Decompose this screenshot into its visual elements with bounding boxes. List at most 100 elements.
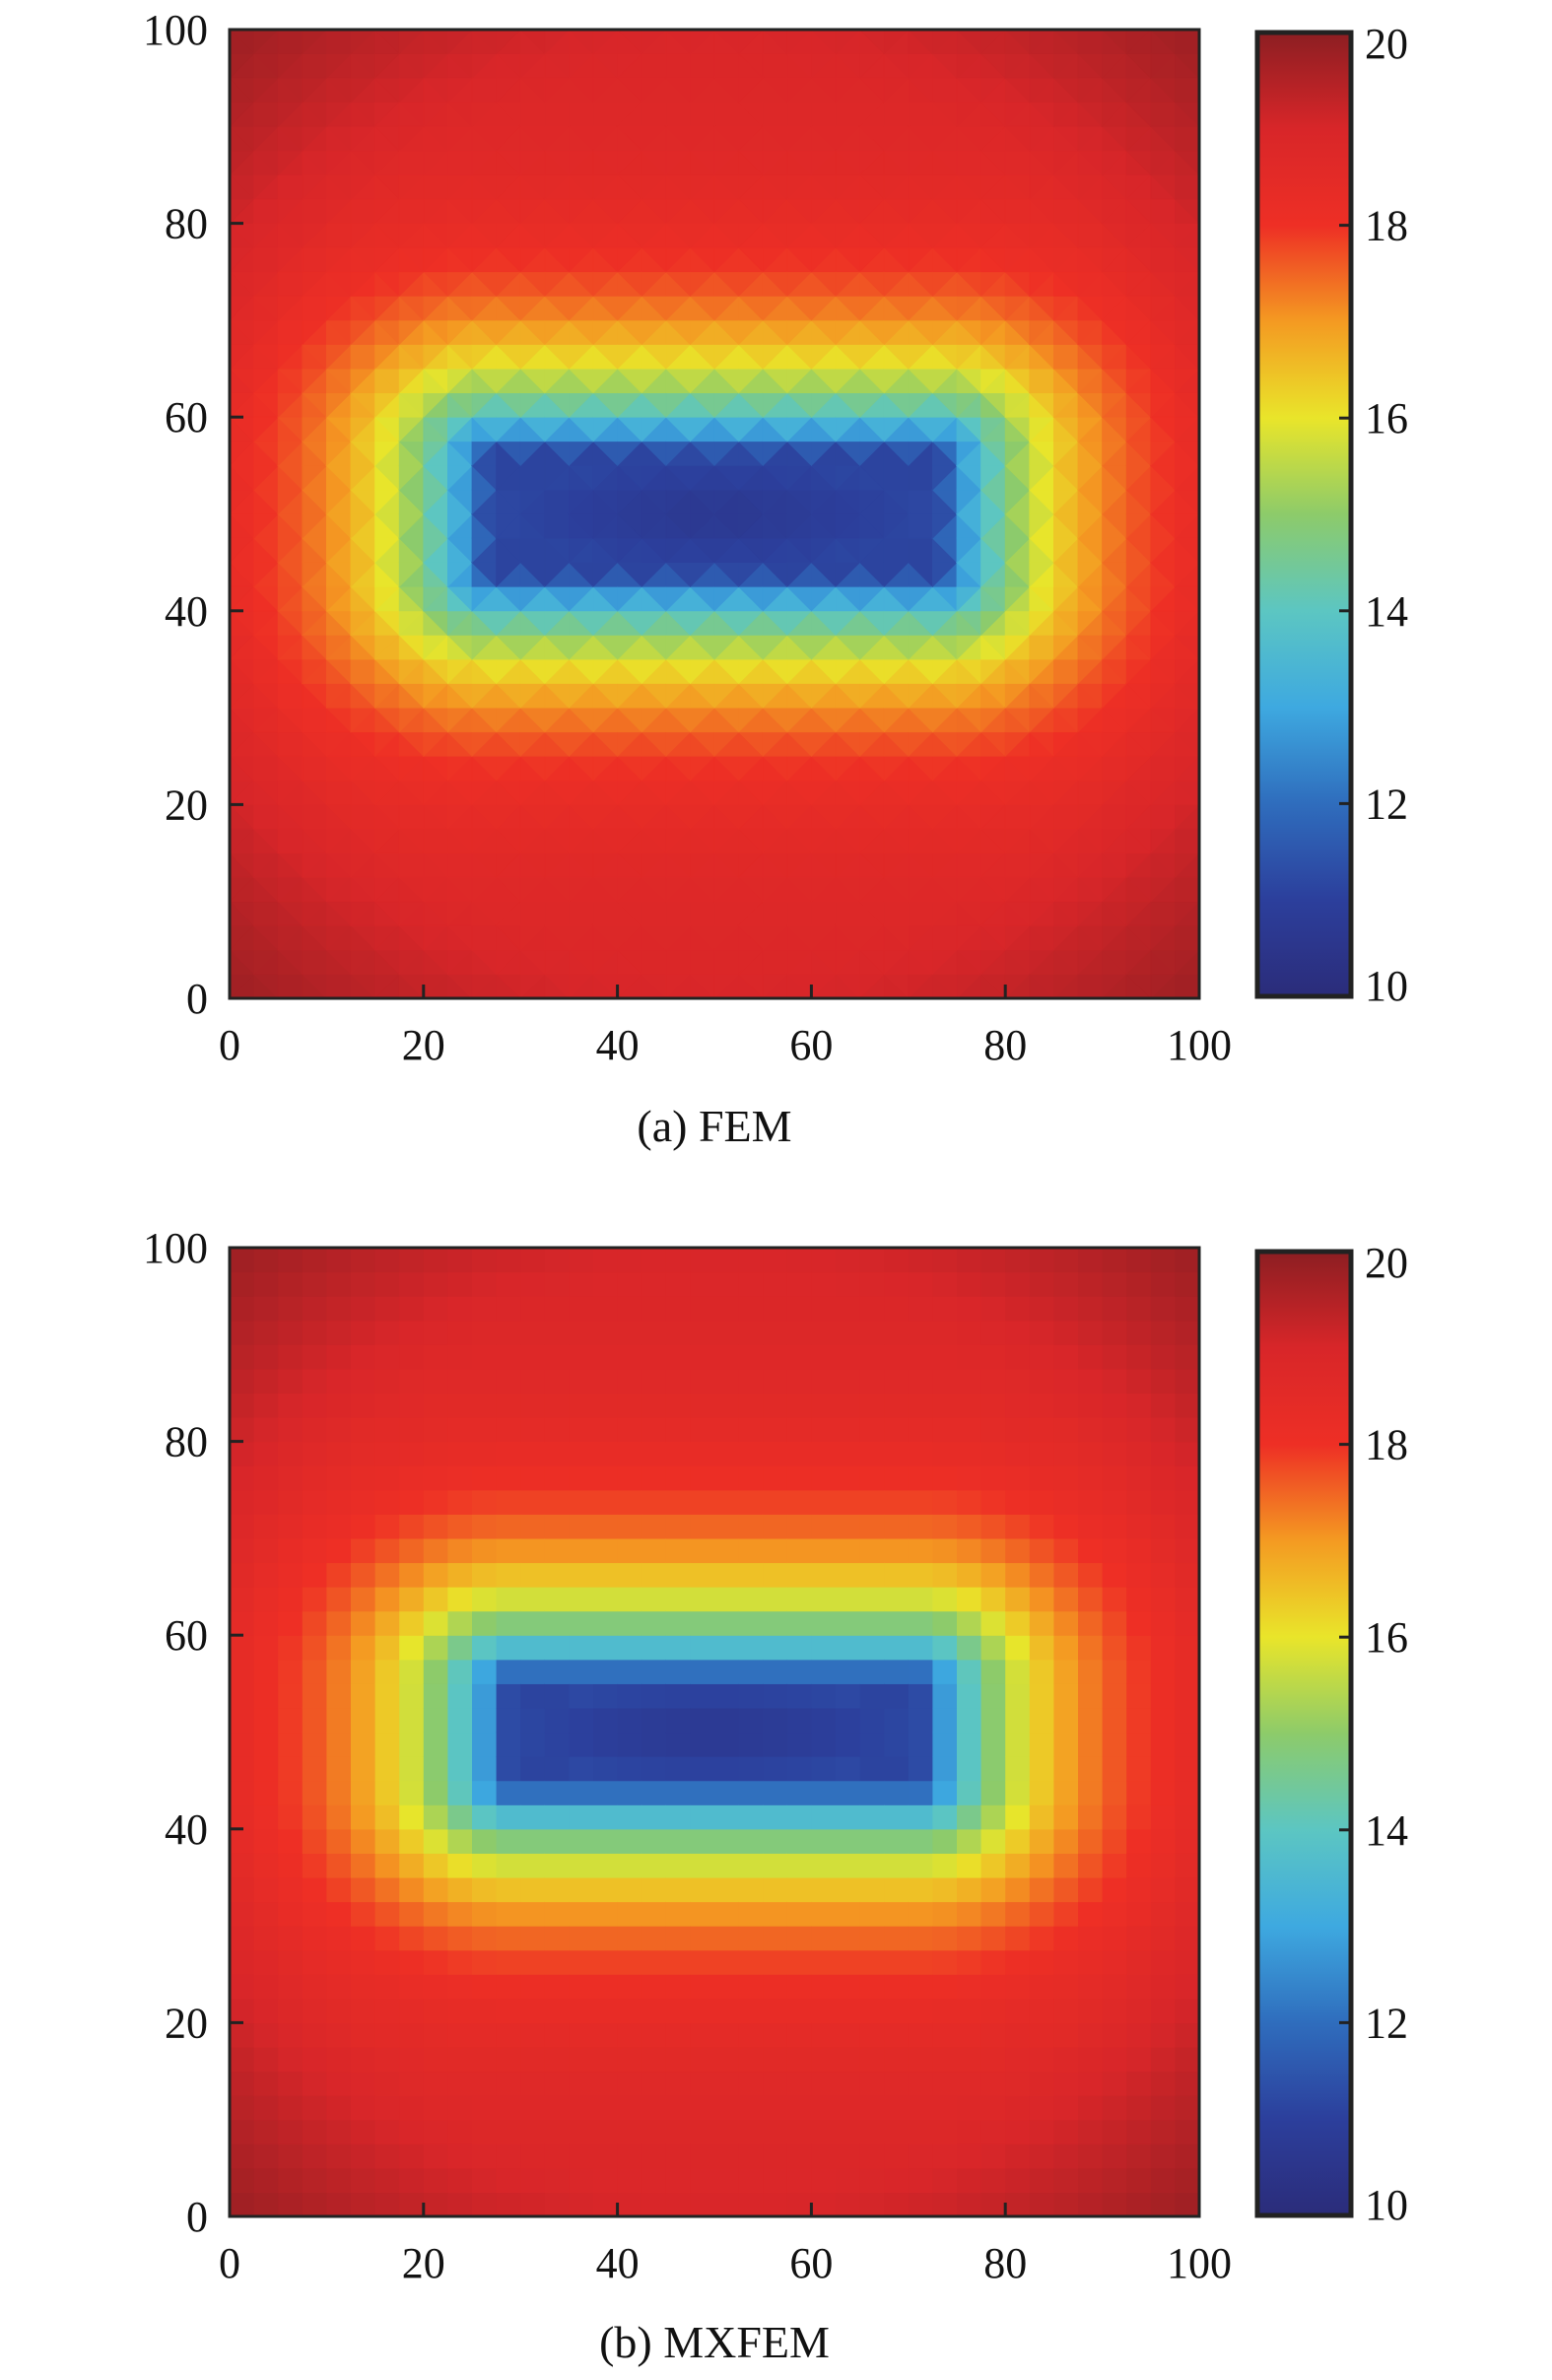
mesh-cell xyxy=(351,1441,376,1466)
mesh-cell xyxy=(544,1296,570,1322)
mesh-cell xyxy=(326,1368,352,1394)
mesh-cell xyxy=(1078,1537,1104,1564)
mesh-cell xyxy=(641,2192,667,2217)
mesh-cell xyxy=(1102,1537,1127,1564)
mesh-cell xyxy=(399,1610,425,1636)
mesh-cell xyxy=(980,1296,1006,1322)
mesh-cell xyxy=(980,1659,1006,1684)
mesh-cell xyxy=(230,1828,255,1854)
mesh-cell xyxy=(1175,1271,1200,1297)
mesh-cell xyxy=(278,1393,304,1418)
mesh-cell xyxy=(738,1828,764,1854)
mesh-cell xyxy=(520,1441,546,1466)
mesh-cell xyxy=(447,1441,473,1466)
mesh-cell xyxy=(641,1441,667,1466)
mesh-cell xyxy=(786,1974,812,2000)
mesh-cell xyxy=(447,2143,473,2169)
mesh-cell xyxy=(326,1926,352,1951)
mesh-cell xyxy=(690,1489,715,1515)
mesh-cell xyxy=(351,1683,376,1709)
mesh-cell xyxy=(423,2071,448,2096)
mesh-cell xyxy=(278,1828,304,1854)
mesh-cell xyxy=(786,2046,812,2073)
mesh-cell xyxy=(1005,1562,1031,1588)
mesh-cell xyxy=(690,1344,715,1370)
mesh-cell xyxy=(617,1804,642,1830)
mesh-cell xyxy=(230,1489,255,1515)
mesh-cell xyxy=(253,1441,279,1466)
x-tick-label: 60 xyxy=(789,1021,833,1069)
mesh-cell xyxy=(738,2167,764,2194)
mesh-cell xyxy=(302,2022,327,2048)
mesh-cell xyxy=(641,1998,667,2024)
mesh-cell xyxy=(399,1344,425,1370)
mesh-cell xyxy=(836,1949,861,1975)
mesh-cell xyxy=(836,2046,861,2073)
mesh-cell xyxy=(302,1393,327,1418)
mesh-cell xyxy=(884,1248,910,1273)
mesh-cell xyxy=(472,1780,498,1805)
mesh-cell xyxy=(1005,2192,1031,2217)
mesh-cell xyxy=(351,1804,376,1830)
mesh-cell xyxy=(714,2192,740,2217)
mesh-cell xyxy=(447,2192,473,2217)
mesh-cell xyxy=(1150,1562,1176,1588)
y-tick-label: 40 xyxy=(165,587,208,636)
mesh-cell xyxy=(1078,1949,1104,1975)
mesh-cell xyxy=(593,1780,619,1805)
mesh-cell xyxy=(786,2095,812,2121)
mesh-cell xyxy=(908,1344,933,1370)
mesh-cell xyxy=(423,1296,448,1322)
mesh-cell xyxy=(641,1248,667,1273)
mesh-cell xyxy=(1078,2022,1104,2048)
mesh-cell xyxy=(1150,1828,1176,1854)
mesh-cell xyxy=(423,1974,448,2000)
mesh-cell xyxy=(423,1562,448,1588)
mesh-cell xyxy=(786,1828,812,1854)
mesh-cell xyxy=(714,2071,740,2096)
mesh-cell xyxy=(957,2119,982,2144)
mesh-cell xyxy=(957,1610,982,1636)
mesh-cell xyxy=(1126,1537,1152,1564)
mesh-cell xyxy=(520,1974,546,2000)
mesh-cell xyxy=(472,1732,498,1757)
mesh-cell xyxy=(884,1659,910,1684)
mesh-cell xyxy=(980,2071,1006,2096)
mesh-cell xyxy=(1175,1974,1200,2000)
mesh-cell xyxy=(908,1974,933,2000)
mesh-cell xyxy=(496,1828,521,1854)
mesh-cell xyxy=(786,1248,812,1273)
mesh-cell xyxy=(1053,1732,1079,1757)
mesh-cell xyxy=(786,1949,812,1975)
mesh-cell xyxy=(641,1344,667,1370)
mesh-cell xyxy=(302,1707,327,1734)
x-tick-label: 0 xyxy=(219,2239,240,2287)
mesh-cell xyxy=(593,1537,619,1564)
mesh-cell xyxy=(1126,1853,1152,1878)
mesh-cell xyxy=(738,1587,764,1612)
mesh-cell xyxy=(908,1876,933,1903)
mesh-cell xyxy=(811,2022,837,2048)
mesh-cell xyxy=(326,1876,352,1903)
mesh-cell xyxy=(908,1853,933,1878)
mesh-cell xyxy=(1150,1756,1176,1782)
colorbar-tick-label: 20 xyxy=(1365,20,1408,68)
mesh-cell xyxy=(447,1320,473,1345)
mesh-cell xyxy=(423,1804,448,1830)
mesh-cell xyxy=(399,1659,425,1684)
mesh-cell xyxy=(1053,1635,1079,1661)
mesh-cell xyxy=(641,1901,667,1927)
mesh-cell xyxy=(544,1562,570,1588)
mesh-cell xyxy=(1175,1562,1200,1588)
mesh-cell xyxy=(908,1780,933,1805)
mesh-cell xyxy=(908,2143,933,2169)
mesh-cell xyxy=(423,1271,448,1297)
mesh-cell xyxy=(593,1732,619,1757)
mesh-cell xyxy=(1102,2143,1127,2169)
mesh-cell xyxy=(253,1393,279,1418)
mesh-cell xyxy=(374,2143,400,2169)
mesh-cell xyxy=(763,1732,788,1757)
mesh-cell xyxy=(544,2143,570,2169)
mesh-cell xyxy=(1078,1562,1104,1588)
mesh-cell xyxy=(569,1587,594,1612)
